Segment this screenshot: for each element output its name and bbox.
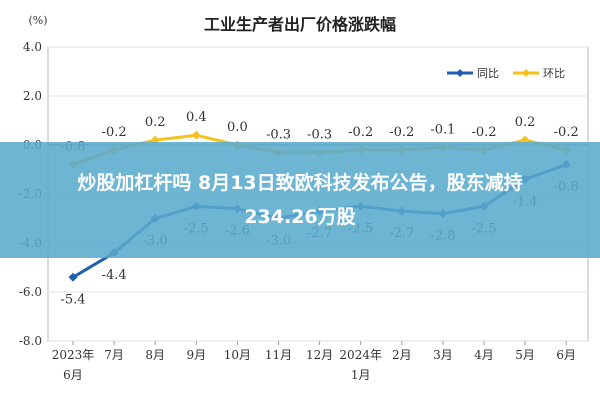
data-label: 0.2 bbox=[515, 115, 536, 130]
data-label: -0.2 bbox=[554, 125, 579, 140]
x-tick-label: 11月 bbox=[265, 348, 292, 362]
data-label: 0.0 bbox=[227, 120, 248, 135]
x-tick-label: 3月 bbox=[433, 348, 453, 362]
data-label: -0.2 bbox=[471, 125, 496, 140]
x-tick-label: 1月 bbox=[351, 368, 371, 382]
y-unit-label: (%) bbox=[28, 14, 47, 27]
x-tick-label: 12月 bbox=[306, 348, 333, 362]
data-label: 0.2 bbox=[145, 115, 166, 130]
x-tick-label: 9月 bbox=[186, 348, 206, 362]
data-label: -5.4 bbox=[60, 292, 85, 307]
x-tick-label: 5月 bbox=[515, 348, 535, 362]
x-tick-label: 2024年 bbox=[339, 348, 382, 362]
data-label: 0.4 bbox=[186, 110, 207, 125]
data-label: -0.3 bbox=[307, 127, 332, 142]
data-point bbox=[68, 272, 78, 282]
banner-line-1: 炒股加杠杆吗 8月13日致欧科技发布公告，股东减持 bbox=[77, 172, 523, 194]
x-tick-label: 2023年 bbox=[52, 348, 95, 362]
legend-marker bbox=[522, 69, 530, 77]
news-banner[interactable]: 炒股加杠杆吗 8月13日致欧科技发布公告，股东减持 234.26万股 bbox=[0, 142, 600, 258]
data-label: -0.1 bbox=[430, 122, 455, 137]
y-tick-label: -8.0 bbox=[19, 334, 42, 348]
data-label: -0.3 bbox=[266, 127, 291, 142]
data-label: -0.2 bbox=[348, 125, 373, 140]
legend-label: 环比 bbox=[543, 67, 565, 80]
banner-line-2: 234.26万股 bbox=[244, 206, 356, 228]
y-tick-label: 2.0 bbox=[23, 89, 42, 103]
data-label: -0.2 bbox=[102, 125, 127, 140]
x-tick-label: 10月 bbox=[224, 348, 251, 362]
x-tick-label: 2月 bbox=[392, 348, 412, 362]
legend-marker bbox=[456, 69, 464, 77]
chart-title: 工业生产者出厂价格涨跌幅 bbox=[204, 15, 396, 34]
x-tick-label: 7月 bbox=[104, 348, 124, 362]
data-label: -4.4 bbox=[102, 268, 127, 283]
data-label: -0.2 bbox=[389, 125, 414, 140]
legend-label: 同比 bbox=[477, 67, 499, 80]
x-tick-label: 6月 bbox=[556, 348, 576, 362]
y-tick-label: -6.0 bbox=[19, 285, 42, 299]
x-tick-label: 8月 bbox=[145, 348, 165, 362]
x-tick-label: 6月 bbox=[63, 368, 83, 382]
x-tick-label: 4月 bbox=[474, 348, 494, 362]
data-point bbox=[191, 130, 201, 140]
y-tick-label: 4.0 bbox=[23, 40, 42, 54]
